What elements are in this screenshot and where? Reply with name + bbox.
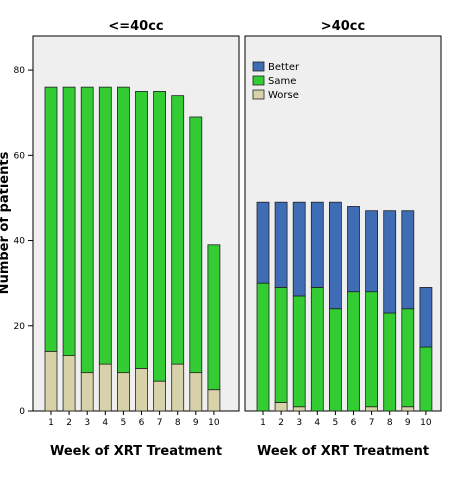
- legend-label-same: Same: [268, 76, 296, 87]
- y-tick-label: 40: [14, 237, 26, 247]
- x-tick-label: 10: [208, 418, 220, 428]
- legend-label-better: Better: [268, 62, 300, 73]
- legend-swatch-worse: [252, 89, 265, 100]
- bar-segment-same: [117, 86, 130, 374]
- bar-segment-same: [44, 86, 58, 352]
- bar-segment-worse: [365, 406, 379, 412]
- x-tick-label: 7: [157, 418, 163, 428]
- bar-segment-worse: [135, 367, 148, 412]
- bar-segment-same: [401, 308, 415, 408]
- bar-segment-same: [365, 291, 379, 408]
- bar-segment-better: [419, 287, 433, 348]
- bar-segment-same: [80, 86, 94, 374]
- x-tick-label: 9: [405, 418, 411, 428]
- x-tick-label: 3: [84, 418, 90, 428]
- bar-segment-better: [292, 201, 306, 297]
- bar-segment-worse: [153, 380, 167, 412]
- bar-segment-worse: [189, 372, 203, 412]
- bar-segment-worse: [401, 406, 415, 412]
- x-tick-label: 5: [333, 418, 339, 428]
- bar-segment-worse: [171, 363, 185, 412]
- panel-title-le40: <=40cc: [108, 19, 163, 34]
- y-tick-label: 20: [14, 322, 26, 332]
- y-axis-title: Number of patients: [0, 151, 12, 294]
- x-tick-label: 4: [102, 418, 108, 428]
- bar-segment-same: [135, 90, 148, 369]
- x-axis-title-gt40: Week of XRT Treatment: [257, 444, 429, 459]
- bar-segment-worse: [292, 406, 306, 412]
- x-tick-label: 3: [296, 418, 302, 428]
- legend-swatch-same: [252, 75, 265, 86]
- bar-segment-better: [347, 206, 360, 293]
- x-tick-label: 8: [175, 418, 181, 428]
- x-tick-label: 4: [314, 418, 320, 428]
- bar-segment-same: [153, 90, 167, 382]
- x-axis-title-le40: Week of XRT Treatment: [50, 444, 222, 459]
- x-tick-label: 5: [121, 418, 127, 428]
- legend-swatch-better: [252, 61, 265, 72]
- x-tick-label: 9: [193, 418, 199, 428]
- bar-segment-better: [328, 201, 342, 310]
- bar-segment-same: [419, 346, 433, 412]
- x-tick-label: 6: [351, 418, 357, 428]
- y-tick-label: 0: [19, 407, 25, 417]
- bar-segment-better: [274, 201, 288, 288]
- bar-segment-same: [207, 244, 221, 391]
- bar-segment-same: [98, 86, 112, 365]
- x-tick-label: 2: [66, 418, 72, 428]
- x-tick-label: 6: [139, 418, 145, 428]
- x-tick-label: 1: [260, 418, 266, 428]
- bar-segment-better: [401, 210, 415, 310]
- bar-segment-worse: [80, 372, 94, 412]
- bar-segment-same: [171, 95, 185, 365]
- bar-segment-better: [365, 210, 379, 293]
- bar-segment-same: [62, 86, 76, 357]
- y-tick-label: 60: [14, 151, 26, 161]
- x-tick-label: 10: [420, 418, 432, 428]
- x-tick-label: 7: [369, 418, 375, 428]
- bar-segment-worse: [98, 363, 112, 412]
- bar-segment-worse: [274, 402, 288, 412]
- bar-segment-same: [274, 287, 288, 403]
- bar-segment-same: [383, 312, 397, 412]
- bar-segment-better: [383, 210, 397, 314]
- bar-segment-worse: [117, 372, 130, 412]
- legend-label-worse: Worse: [268, 90, 299, 101]
- bar-segment-same: [310, 287, 324, 412]
- bar-segment-worse: [44, 350, 58, 412]
- x-tick-label: 1: [48, 418, 54, 428]
- panel-title-gt40: >40cc: [321, 19, 365, 34]
- bar-segment-same: [328, 308, 342, 412]
- bar-segment-same: [347, 291, 360, 412]
- x-tick-label: 2: [278, 418, 284, 428]
- bar-segment-better: [310, 201, 324, 288]
- bar-segment-same: [292, 295, 306, 408]
- bar-segment-same: [256, 282, 270, 412]
- bar-segment-better: [256, 201, 270, 284]
- bar-segment-worse: [62, 355, 76, 412]
- bar-segment-same: [189, 116, 203, 374]
- y-tick-label: 80: [14, 66, 26, 76]
- bar-segment-worse: [207, 389, 221, 412]
- x-tick-label: 8: [387, 418, 393, 428]
